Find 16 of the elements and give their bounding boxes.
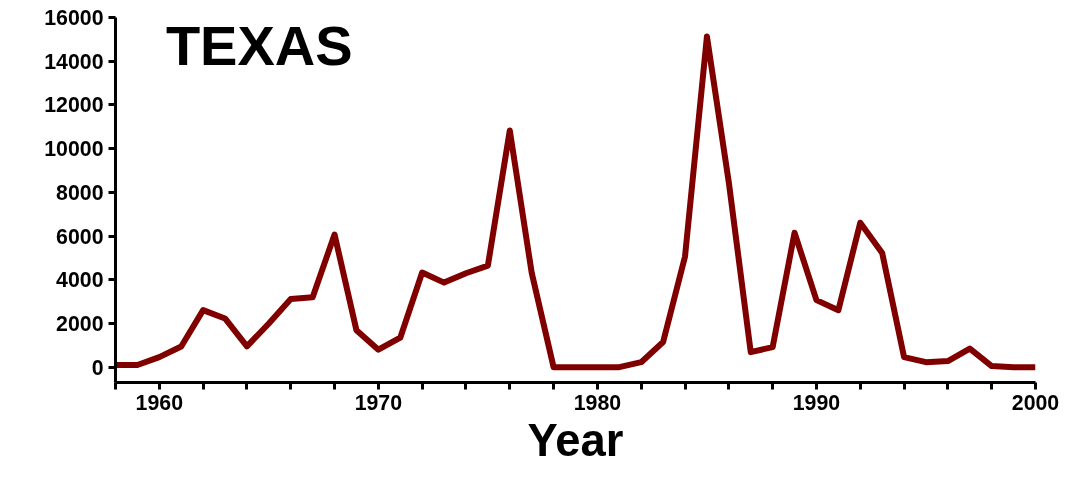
x-tick-label: 2000 — [1011, 390, 1060, 415]
y-tick-label: 6000 — [56, 224, 104, 249]
x-tick-label: 1970 — [354, 390, 403, 415]
y-tick-label: 12000 — [44, 93, 104, 118]
y-tick-label: 8000 — [56, 180, 104, 205]
y-tick-label: 14000 — [44, 49, 104, 74]
y-tick-label: 2000 — [56, 311, 104, 336]
x-axis-title: Year — [527, 414, 624, 466]
y-tick-label: 4000 — [56, 268, 104, 293]
x-tick-label: 1980 — [573, 390, 622, 415]
y-tick-label: 0 — [91, 355, 104, 380]
x-tick-label: 1990 — [792, 390, 841, 415]
x-tick-label: 1960 — [135, 390, 184, 415]
y-tick-label: 10000 — [44, 137, 104, 162]
chart-title: TEXAS — [165, 14, 353, 78]
y-tick-label: 16000 — [44, 6, 104, 30]
